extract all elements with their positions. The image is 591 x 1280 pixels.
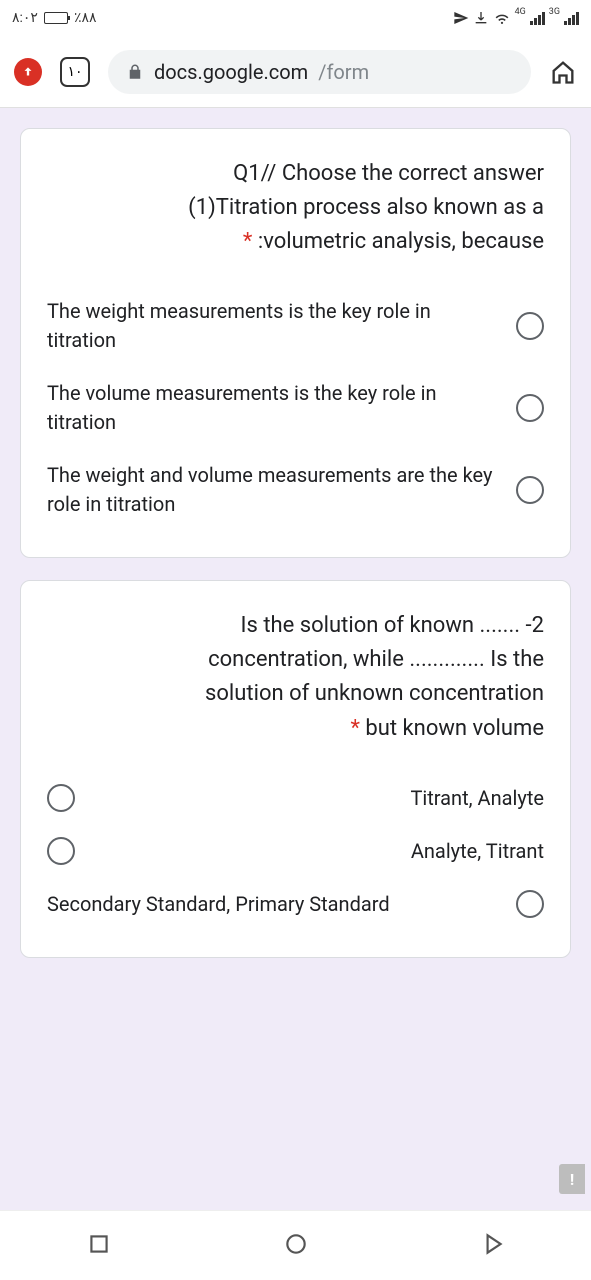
q1-line1: Q1// Choose the correct answer [233, 161, 544, 186]
nav-back-button[interactable] [480, 1231, 506, 1261]
q2-option-3-label: Secondary Standard, Primary Standard [47, 890, 498, 919]
home-button[interactable] [549, 58, 577, 86]
q2-option-1-label: Titrant, Analyte [93, 784, 544, 813]
battery-icon [44, 12, 68, 24]
url-path: /form [318, 60, 369, 84]
q1-option-2[interactable]: The volume measurements is the key role … [47, 367, 544, 449]
lock-icon [126, 63, 144, 81]
q2-line2: concentration, while ............. Is th… [208, 647, 544, 672]
q2-option-2[interactable]: Analyte, Titrant [47, 825, 544, 878]
battery-percent: ٪٨٨ [74, 10, 97, 26]
network-4g-label: 4G [515, 7, 526, 17]
url-bar[interactable]: docs.google.com/form [108, 50, 531, 94]
question-1-title: Q1// Choose the correct answer (1)Titrat… [47, 157, 544, 259]
url-domain: docs.google.com [154, 60, 308, 84]
q2-option-1[interactable]: Titrant, Analyte [47, 772, 544, 825]
q1-option-1[interactable]: The weight measurements is the key role … [47, 285, 544, 367]
question-card-2: Is the solution of known ....... -2 conc… [20, 580, 571, 957]
form-area: Q1// Choose the correct answer (1)Titrat… [0, 108, 591, 958]
radio-icon [516, 476, 544, 504]
q2-line4: but known volume [365, 716, 544, 741]
q2-line1: Is the solution of known ....... -2 [241, 613, 544, 638]
radio-icon [47, 837, 75, 865]
radio-icon [516, 394, 544, 422]
q2-option-2-label: Analyte, Titrant [93, 837, 544, 866]
update-chrome-button[interactable] [14, 58, 42, 86]
nav-home-button[interactable] [283, 1231, 309, 1261]
system-nav-bar [0, 1210, 591, 1280]
status-time: ٨:٠٢ [12, 10, 38, 26]
tab-switcher-button[interactable]: ١٠ [60, 57, 90, 87]
download-icon [473, 10, 489, 26]
q1-line3: :volumetric analysis, because [258, 229, 544, 254]
send-icon [453, 10, 469, 26]
question-card-1: Q1// Choose the correct answer (1)Titrat… [20, 128, 571, 558]
report-badge-label: ! [570, 1170, 574, 1189]
q2-line3: solution of unknown concentration [205, 681, 544, 706]
browser-bar: ١٠ docs.google.com/form [0, 36, 591, 108]
network-3g-label: 3G [549, 7, 560, 17]
status-right: 4G 3G [453, 9, 579, 27]
radio-icon [516, 312, 544, 340]
nav-recent-button[interactable] [86, 1231, 112, 1261]
radio-icon [516, 890, 544, 918]
report-problem-button[interactable]: ! [559, 1164, 585, 1194]
q1-line2: (1)Titration process also known as a [188, 195, 544, 220]
question-2-title: Is the solution of known ....... -2 conc… [47, 609, 544, 745]
signal-3g-icon [564, 11, 579, 25]
q2-option-3[interactable]: Secondary Standard, Primary Standard [47, 878, 544, 931]
required-asterisk: * [350, 716, 359, 741]
wifi-icon [493, 9, 511, 27]
q1-option-3[interactable]: The weight and volume measurements are t… [47, 449, 544, 531]
q1-option-1-label: The weight measurements is the key role … [47, 297, 498, 355]
signal-4g-icon [530, 11, 545, 25]
required-asterisk: * [243, 229, 252, 254]
radio-icon [47, 784, 75, 812]
status-left: ٨:٠٢ ٪٨٨ [12, 10, 97, 26]
status-bar: ٨:٠٢ ٪٨٨ 4G 3G [0, 0, 591, 36]
tab-count-label: ١٠ [67, 64, 82, 80]
q1-option-2-label: The volume measurements is the key role … [47, 379, 498, 437]
q1-option-3-label: The weight and volume measurements are t… [47, 461, 498, 519]
